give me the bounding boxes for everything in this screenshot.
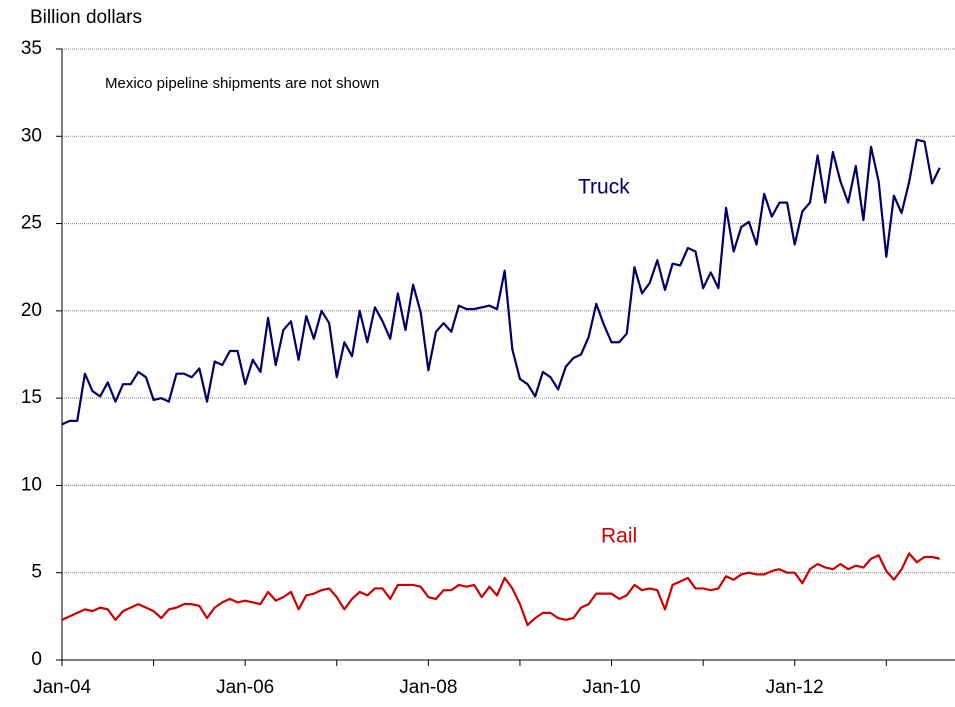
x-tick-label: Jan-08 <box>399 677 457 698</box>
y-tick-label: 20 <box>21 300 42 321</box>
y-axis-label: Billion dollars <box>30 7 142 28</box>
y-tick-label: 5 <box>31 562 42 583</box>
x-tick-label: Jan-06 <box>216 677 274 698</box>
series-label: Truck <box>578 176 630 199</box>
series-line <box>61 138 941 426</box>
y-tick-label: 10 <box>21 474 42 495</box>
y-tick-label: 30 <box>21 125 42 146</box>
y-tick-label: 25 <box>21 213 42 234</box>
y-tick-label: 35 <box>21 38 42 59</box>
x-tick-label: Jan-12 <box>766 677 824 698</box>
series-line <box>61 552 940 627</box>
x-tick-label: Jan-10 <box>582 677 640 698</box>
y-tick-label: 0 <box>31 649 42 670</box>
series-label: Rail <box>601 525 637 548</box>
annotation: Mexico pipeline shipments are not shown <box>105 75 379 92</box>
y-tick-label: 15 <box>21 387 42 408</box>
x-tick-label: Jan-04 <box>33 677 92 698</box>
